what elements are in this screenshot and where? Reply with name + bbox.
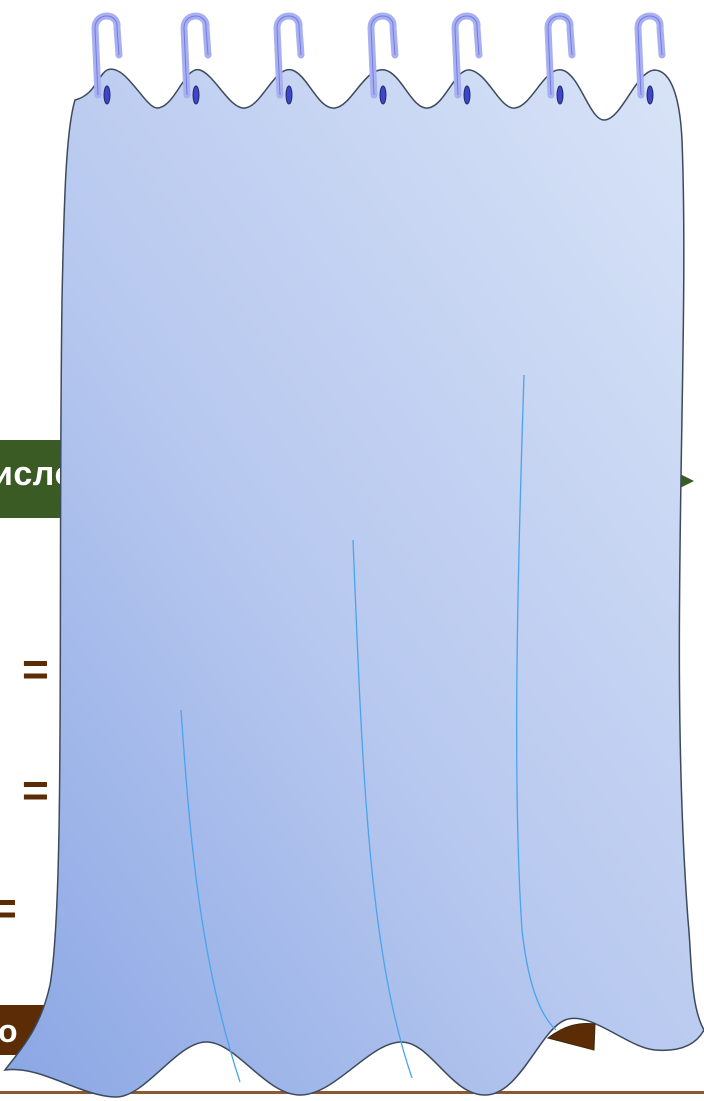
curtain-folds xyxy=(180,374,557,1083)
equals-sign-1: = xyxy=(22,643,49,695)
brown-label-text: о xyxy=(0,1013,18,1049)
fold-line-3 xyxy=(516,374,557,1031)
fold-line-1 xyxy=(180,709,241,1083)
curtain-rings xyxy=(91,12,666,105)
bottom-divider xyxy=(0,1091,704,1094)
arrow-tip-icon xyxy=(678,473,694,489)
equals-sign-2: = xyxy=(22,764,49,816)
equals-sign-3: = xyxy=(0,882,17,934)
curtain-tuck xyxy=(546,1022,596,1051)
fold-line-2 xyxy=(352,539,413,1079)
